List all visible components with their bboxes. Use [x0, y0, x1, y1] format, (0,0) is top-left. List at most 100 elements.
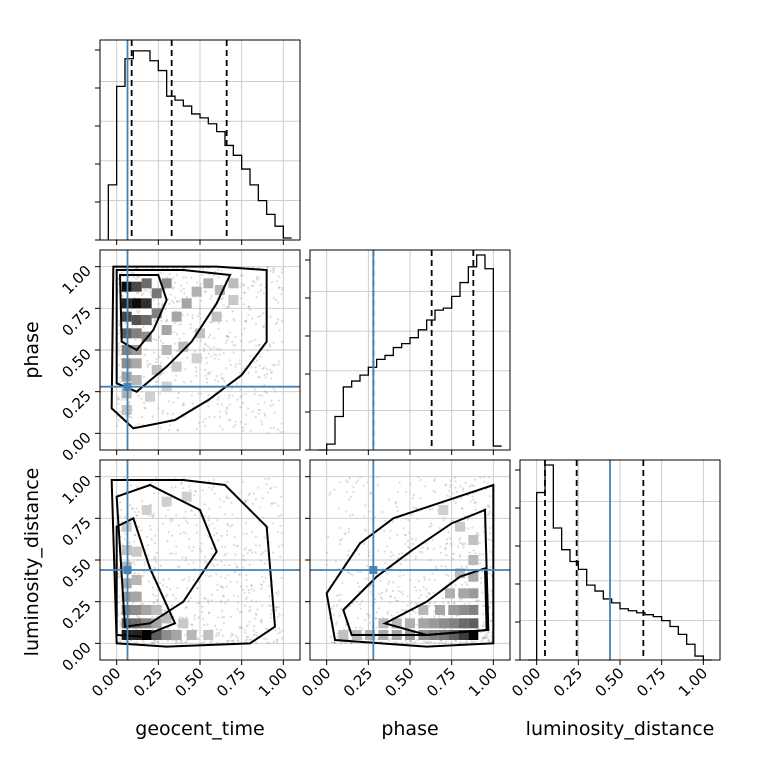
sample-point [174, 342, 177, 345]
sample-point [404, 639, 407, 642]
sample-point [345, 479, 348, 482]
sample-point [210, 593, 213, 596]
sample-point [155, 360, 158, 364]
sample-point [209, 297, 212, 300]
sample-point [193, 490, 196, 493]
sample-point [120, 398, 123, 401]
sample-point [278, 613, 281, 616]
sample-point [407, 518, 410, 522]
sample-point [392, 581, 395, 584]
sample-point [239, 388, 242, 391]
density-bin [186, 630, 197, 640]
y-tick-label: 1.00 [58, 472, 94, 508]
sample-point [188, 537, 191, 541]
sample-point [171, 534, 174, 537]
sample-point [220, 269, 223, 272]
sample-point [177, 323, 180, 326]
axes-frame-phase [309, 249, 511, 451]
sample-point [176, 300, 179, 303]
sample-point [433, 610, 436, 613]
y-tick-label: 0.00 [58, 638, 94, 674]
sample-point [214, 378, 217, 381]
sample-point [389, 595, 392, 598]
sample-point [190, 509, 194, 513]
sample-point [440, 641, 443, 644]
sample-point [135, 507, 138, 510]
sample-point [383, 550, 386, 553]
sample-point [242, 349, 245, 352]
x-tick-label: 0.75 [423, 664, 459, 700]
sample-point [338, 614, 341, 617]
sample-point [115, 415, 118, 418]
sample-point [486, 635, 489, 638]
sample-point [142, 603, 145, 606]
sample-point [168, 272, 171, 276]
sample-point [391, 589, 394, 593]
sample-point [196, 587, 199, 590]
sample-point [451, 519, 455, 522]
sample-point [209, 320, 212, 323]
sample-point [210, 547, 213, 550]
sample-point [141, 499, 144, 503]
sample-point [462, 546, 465, 549]
sample-point [429, 601, 432, 604]
x-tick-label: 0.00 [508, 664, 544, 700]
sample-point [220, 585, 224, 588]
sample-point [251, 410, 254, 413]
sample-point [221, 634, 224, 637]
ylabel-phase: phase [21, 321, 43, 378]
sample-point [464, 481, 467, 484]
sample-point [123, 628, 126, 631]
density-bin [438, 618, 449, 629]
sample-point [128, 541, 131, 544]
sample-point [199, 339, 202, 342]
sample-point [233, 535, 236, 539]
sample-point [201, 641, 204, 644]
sample-point [272, 640, 275, 643]
sample-point [445, 640, 448, 643]
sample-point [213, 527, 216, 530]
sample-point [269, 613, 272, 616]
sample-point [154, 318, 157, 321]
sample-point [465, 567, 468, 570]
sample-point [227, 524, 230, 527]
sample-point [198, 602, 201, 605]
sample-point [206, 345, 210, 348]
sample-point [245, 573, 248, 577]
sample-point [482, 531, 486, 534]
sample-point [175, 545, 178, 548]
sample-point [374, 617, 378, 620]
sample-point [118, 572, 121, 575]
sample-point [248, 549, 251, 552]
sample-point [445, 538, 449, 541]
sample-point [271, 522, 274, 525]
sample-point [151, 516, 154, 519]
sample-point [404, 609, 407, 612]
y-tick-label: 1.00 [58, 262, 94, 298]
sample-point [224, 341, 228, 344]
sample-point [166, 593, 169, 597]
sample-point [374, 617, 377, 620]
sample-point [244, 423, 247, 426]
sample-point [406, 595, 409, 598]
sample-point [235, 581, 239, 584]
sample-point [215, 573, 218, 576]
sample-point [260, 583, 263, 586]
sample-point [438, 615, 441, 618]
sample-point [164, 514, 168, 517]
sample-point [195, 374, 198, 377]
axes-frame-luminosity_distance_vs_phase [309, 459, 511, 661]
sample-point [260, 618, 263, 622]
sample-point [215, 374, 218, 378]
sample-point [226, 406, 229, 409]
sample-point [386, 545, 389, 548]
sample-point [225, 319, 228, 323]
sample-point [135, 514, 139, 517]
sample-point [266, 642, 269, 645]
sample-point [167, 627, 170, 630]
sample-point [402, 527, 405, 530]
sample-point [137, 311, 140, 315]
sample-point [266, 491, 270, 494]
y-tick-label: 0.25 [58, 387, 94, 423]
sample-point [130, 271, 133, 274]
